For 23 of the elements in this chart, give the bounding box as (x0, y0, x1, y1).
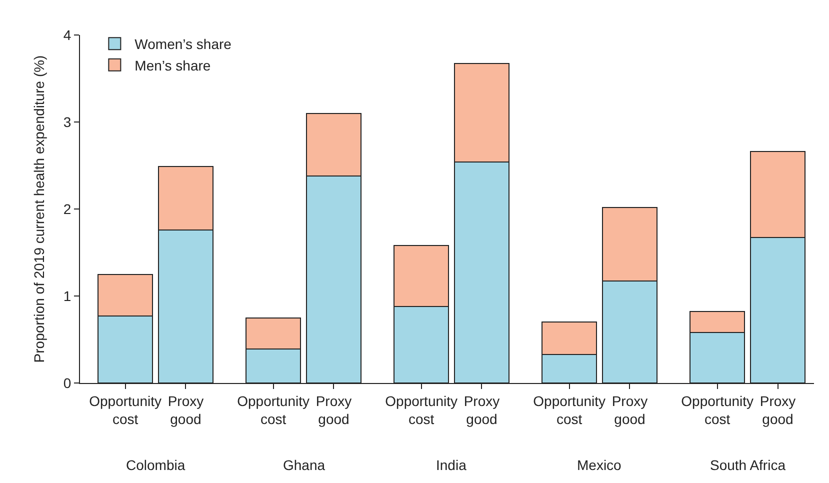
x-tick-label: Opportunity cost (237, 392, 310, 427)
y-tick-label: 0 (63, 374, 72, 391)
text: Colombia (126, 457, 186, 473)
text: Mexico (577, 457, 622, 473)
text: South Africa (710, 457, 786, 473)
x-tick-label: Proxy good (760, 392, 796, 427)
legend-label: Women’s share (134, 36, 232, 52)
y-tick-label: 4 (63, 26, 72, 43)
x-tick-label: Proxy good (316, 392, 352, 427)
x-tick-label: Opportunity cost (89, 392, 162, 427)
x-tick-label: Opportunity cost (385, 392, 458, 427)
x-tick-label: Opportunity cost (533, 392, 606, 427)
y-tick-label: 2 (63, 200, 72, 217)
x-tick-label: Proxy good (612, 392, 648, 427)
y-axis-title: Proportion of 2019 current health expenditure (%) (31, 55, 48, 363)
y-tick-label: 3 (63, 114, 72, 130)
legend-label: Men’s share (134, 57, 211, 74)
x-tick-label: Proxy good (464, 392, 500, 427)
text: Ghana (283, 457, 326, 473)
text: India (436, 457, 467, 473)
x-tick-label: Proxy good (168, 392, 204, 427)
y-tick-label: 1 (63, 288, 72, 304)
x-tick-label: Opportunity cost (681, 392, 754, 427)
